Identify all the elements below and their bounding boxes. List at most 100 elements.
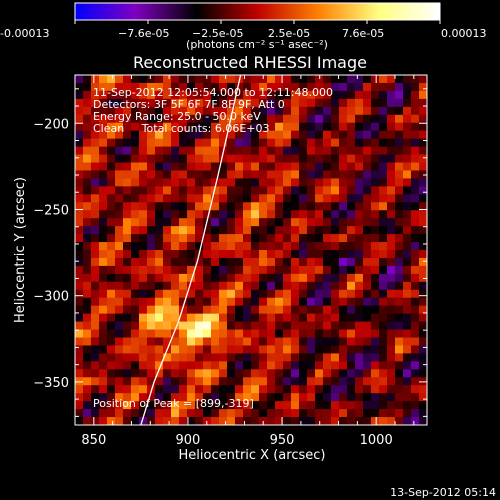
heatmap-cell (387, 273, 396, 283)
heatmap-cell (155, 401, 164, 410)
heatmap-cell (307, 98, 316, 108)
heatmap-cell (75, 162, 84, 172)
heatmap-cell (323, 337, 332, 347)
heatmap-cell (235, 417, 244, 425)
heatmap-cell (251, 377, 260, 386)
heatmap-cell (291, 138, 300, 148)
heatmap-cell (363, 106, 372, 116)
heatmap-cell (115, 90, 124, 100)
heatmap-cell (315, 178, 324, 187)
heatmap-cell (403, 138, 412, 148)
heatmap-cell (123, 234, 132, 243)
heatmap-cell (123, 90, 132, 100)
heatmap-cell (267, 218, 276, 227)
heatmap-cell (395, 313, 404, 323)
heatmap-cell (139, 409, 148, 418)
heatmap-cell (83, 305, 92, 315)
heatmap-cell (363, 82, 372, 92)
heatmap-cell (379, 417, 388, 425)
heatmap-cell (387, 385, 396, 394)
heatmap-cell (123, 210, 132, 219)
heatmap-cell (419, 250, 427, 259)
heatmap-cell (283, 202, 292, 211)
heatmap-cell (163, 75, 172, 84)
heatmap-cell (395, 138, 404, 148)
heatmap-cell (163, 297, 172, 307)
heatmap-cell (371, 305, 380, 315)
heatmap-cell (203, 281, 212, 291)
solar-limb-curve (140, 75, 242, 425)
heatmap-cell (203, 234, 212, 243)
heatmap-cell (139, 250, 148, 259)
heatmap-cell (227, 393, 236, 402)
y-axis-label: Heliocentric Y (arcsec) (13, 177, 28, 323)
heatmap-cell (131, 90, 140, 100)
heatmap-cell (347, 122, 356, 132)
heatmap-cell (235, 377, 244, 386)
heatmap-cell (291, 377, 300, 386)
heatmap-cell (99, 305, 108, 315)
heatmap-cell (315, 82, 324, 92)
heatmap-cell (363, 250, 372, 259)
heatmap-cell (283, 250, 292, 259)
heatmap-cell (355, 75, 364, 84)
heatmap-cell (179, 178, 188, 187)
heatmap-cell (275, 154, 284, 164)
heatmap-cell (155, 186, 164, 195)
heatmap-cell (251, 234, 260, 243)
heatmap-cell (315, 162, 324, 172)
heatmap-cell (227, 106, 236, 116)
heatmap-cell (251, 321, 260, 331)
heatmap-cell (243, 186, 252, 195)
heatmap-cell (107, 361, 116, 370)
heatmap-cell (171, 329, 180, 339)
heatmap-cell (251, 170, 260, 179)
heatmap-cell (83, 106, 92, 116)
heatmap-cell (147, 106, 156, 116)
heatmap-cell (299, 242, 308, 251)
heatmap-cell (307, 265, 316, 275)
heatmap-cell (211, 130, 220, 140)
heatmap-cell (299, 106, 308, 116)
heatmap-cell (99, 250, 108, 259)
heatmap-cell (179, 106, 188, 116)
heatmap-cell (403, 194, 412, 203)
heatmap-cell (355, 154, 364, 164)
heatmap-cell (115, 313, 124, 323)
heatmap-cell (283, 226, 292, 235)
heatmap-cell (171, 106, 180, 116)
heatmap-cell (147, 305, 156, 315)
plot-frame (74, 74, 428, 426)
heatmap-cell (355, 305, 364, 315)
heatmap-cell (123, 393, 132, 402)
heatmap-cell (91, 385, 100, 394)
heatmap-cell (339, 361, 348, 370)
heatmap-cell (291, 369, 300, 378)
heatmap-cell (195, 186, 204, 195)
heatmap-cell (75, 401, 84, 410)
heatmap-cell (115, 369, 124, 378)
heatmap-cell (211, 281, 220, 291)
heatmap-cell (211, 265, 220, 275)
heatmap-cell (371, 289, 380, 299)
heatmap-cell (387, 75, 396, 84)
heatmap-cell (139, 218, 148, 227)
heatmap-cell (139, 202, 148, 211)
heatmap-cell (299, 114, 308, 124)
heatmap-cell (307, 393, 316, 402)
heatmap-cell (123, 361, 132, 370)
heatmap-cell (203, 361, 212, 370)
heatmap-cell (123, 313, 132, 323)
heatmap-cell (179, 401, 188, 410)
heatmap-cell (259, 313, 268, 323)
heatmap-cell (179, 385, 188, 394)
heatmap-cell (91, 273, 100, 283)
heatmap-cell (291, 417, 300, 425)
heatmap-cell (227, 130, 236, 140)
heatmap-cell (91, 289, 100, 299)
heatmap-cell (195, 138, 204, 148)
heatmap-cell (387, 186, 396, 195)
heatmap-cell (291, 106, 300, 116)
heatmap-cell (251, 202, 260, 211)
heatmap-cell (75, 250, 84, 259)
